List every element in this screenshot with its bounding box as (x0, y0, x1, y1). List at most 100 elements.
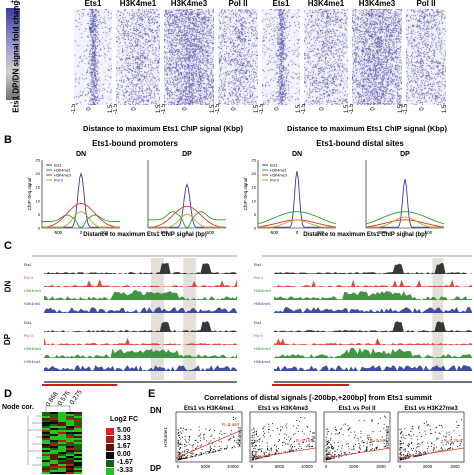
scatter-point (366, 445, 368, 448)
scatter-point (329, 443, 332, 445)
scatter-point (407, 457, 409, 459)
heatmap-cell (42, 426, 50, 428)
scatter-point (334, 450, 336, 452)
scatter-point (326, 443, 328, 445)
scatter-point (459, 445, 461, 447)
scatter-point (311, 445, 314, 448)
scatter-point (308, 443, 310, 445)
scatter-point (340, 427, 343, 429)
scatter-point (178, 453, 180, 455)
profile-line-h3k4me1 (365, 211, 445, 225)
scatter-point (217, 449, 219, 451)
scatter-point (406, 444, 408, 446)
scatter-point (437, 438, 439, 440)
heatmap-cell (50, 418, 58, 420)
scatter-point (412, 425, 414, 427)
scatter-point (289, 449, 291, 451)
scatter-point (179, 454, 181, 456)
scatter-point (435, 450, 437, 452)
scatter-point (352, 446, 355, 448)
profile-subtitle: DP (182, 151, 192, 158)
scatter-point (275, 446, 277, 448)
heatmap-cell (66, 430, 74, 432)
scatter-point (402, 442, 404, 444)
heatmap-cell (58, 450, 66, 452)
scatter-point (292, 449, 294, 451)
heatmap-cell (50, 428, 58, 430)
scatter-point (308, 437, 310, 440)
regression-line (249, 447, 317, 459)
scatter-point (383, 439, 385, 441)
scatter-point (366, 448, 368, 450)
legend-entry: H3K4me3 (54, 174, 71, 178)
track-name: H3K4me1 (254, 360, 271, 364)
scatter-point (251, 437, 253, 439)
scatter-point (232, 419, 234, 421)
scatter-point (290, 444, 292, 446)
scatter-point (452, 441, 454, 444)
scatter-point (451, 447, 453, 449)
panel-e-row-dp: DP (150, 464, 162, 473)
scatter-point (371, 441, 373, 443)
scatter-ylabel: H3K4me3 (237, 427, 242, 448)
heatmap-cell (74, 420, 82, 422)
scatter-point (258, 457, 260, 459)
scatter-point (251, 451, 254, 453)
scatter-point (181, 432, 183, 434)
heatmap-cell (50, 452, 58, 454)
profile-ytick: 15 (252, 185, 257, 190)
heatmap-cell (74, 418, 82, 420)
scatter-point (283, 437, 285, 439)
scatter-point (434, 431, 437, 433)
scatter-point (413, 455, 415, 457)
scatter-point (208, 452, 210, 454)
scatter-point (381, 436, 383, 438)
scatter-point (360, 432, 362, 435)
track-signal-h3k4me3 (44, 290, 237, 300)
scatter-point (191, 455, 193, 457)
scatter-point (327, 453, 329, 455)
scatter-point (399, 444, 401, 446)
scatter-point (204, 433, 206, 435)
scatter-point (333, 442, 335, 444)
scatter-point (306, 425, 308, 427)
scatter-point (370, 436, 372, 439)
scatter-point (370, 441, 372, 443)
legend-entry: Pol II (270, 179, 279, 183)
heatmap-column-title: H3K4me1 (307, 0, 345, 8)
heatmap-h3k4me1 (304, 9, 348, 105)
scatter-point (221, 433, 223, 435)
track-signal-h3k4me3 (44, 348, 237, 358)
scatter-point (340, 455, 342, 457)
scatter-point (334, 429, 336, 431)
profile-ylabel: ChIP-Seq signal (27, 178, 32, 211)
track-name: H3K4me1 (24, 360, 41, 364)
profile-subtitle: DN (292, 151, 302, 158)
scatter-point (333, 447, 335, 449)
panel-b-label: B (4, 134, 12, 146)
heatmap-cell (66, 436, 74, 438)
scatter-point (366, 441, 368, 443)
scatter-point (286, 423, 288, 425)
scatter-title: Ets1 vs H3K27me3 (404, 406, 458, 412)
scatter-point (416, 455, 418, 457)
scatter-point (358, 446, 360, 448)
scatter-point (334, 453, 336, 456)
scatter-point (329, 439, 331, 441)
scatter-point (275, 450, 277, 452)
scatter-point (189, 452, 191, 454)
scatter-point (267, 455, 270, 457)
correlation-value: R=0.490 (222, 422, 240, 427)
heatmap-cell (66, 424, 74, 426)
scatter-point (449, 444, 451, 446)
scatter-point (265, 451, 267, 453)
scatter-point (343, 451, 345, 453)
heatmap-cell (66, 446, 74, 448)
profile-ytick: 25 (252, 158, 257, 163)
scatter-point (190, 429, 192, 431)
heatmap-cell (42, 458, 50, 460)
scatter-title: Ets1 vs H3K4me3 (258, 406, 309, 412)
scatter-point (178, 436, 180, 438)
heatmap-cell (42, 434, 50, 436)
scatter-point (426, 421, 428, 423)
